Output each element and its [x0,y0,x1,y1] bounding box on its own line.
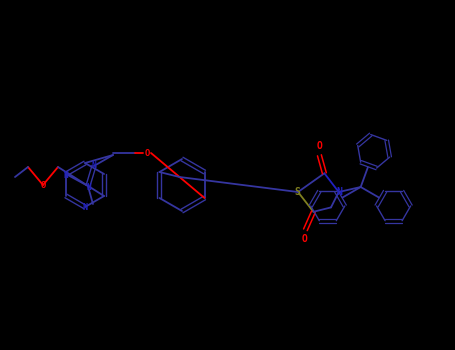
Text: N: N [82,203,87,211]
Text: O: O [317,141,322,151]
Text: O: O [302,234,307,244]
Text: O: O [144,148,150,158]
Text: N: N [64,170,68,180]
Text: O: O [40,182,46,190]
Text: N: N [86,182,91,191]
Text: S: S [294,187,300,197]
Text: N: N [337,187,343,197]
Text: N: N [91,161,96,170]
